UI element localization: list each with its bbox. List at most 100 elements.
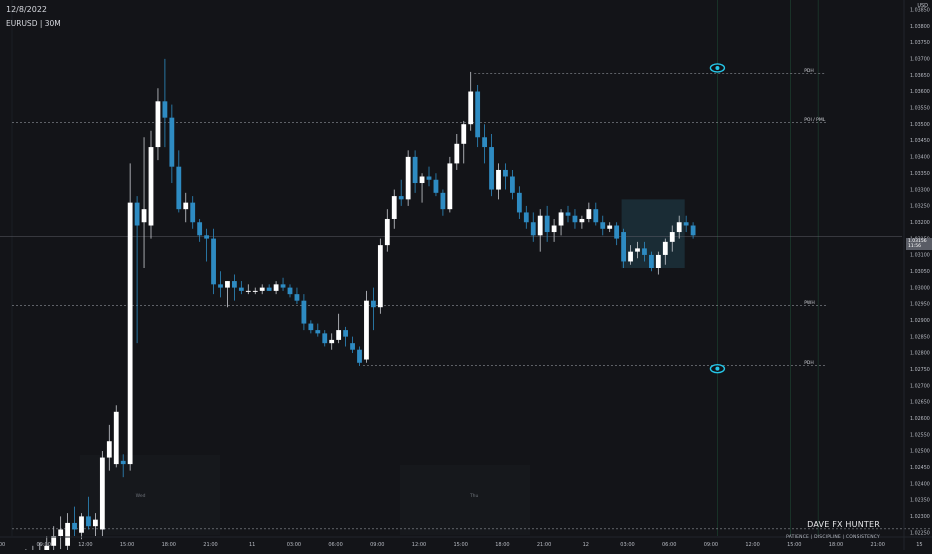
candle-body[interactable] (565, 212, 571, 216)
candle-body[interactable] (127, 202, 133, 465)
candle-body[interactable] (669, 232, 675, 242)
candle-body[interactable] (155, 101, 161, 148)
candle-body[interactable] (86, 516, 91, 527)
candle-body[interactable] (607, 225, 613, 229)
candle-body[interactable] (537, 215, 543, 236)
candle-body[interactable] (225, 281, 230, 288)
candle-body[interactable] (308, 323, 314, 331)
candle-body[interactable] (79, 516, 84, 533)
candle-body[interactable] (433, 179, 439, 193)
candle-body[interactable] (99, 457, 105, 530)
candle-body[interactable] (440, 192, 446, 210)
candle-body[interactable] (197, 222, 203, 236)
candle-body[interactable] (162, 101, 168, 118)
candle-body[interactable] (496, 169, 501, 190)
level-label: PDH (804, 68, 814, 74)
candle-body[interactable] (204, 235, 209, 239)
candle-body[interactable] (343, 330, 348, 337)
candle-body[interactable] (676, 222, 682, 233)
candle-body[interactable] (586, 209, 592, 219)
candle-body[interactable] (51, 536, 57, 546)
candle-body[interactable] (558, 212, 564, 226)
candle-body[interactable] (482, 137, 487, 148)
candle-body[interactable] (621, 232, 626, 262)
candle-body[interactable] (649, 254, 654, 268)
candle-body[interactable] (510, 176, 515, 193)
candle-body[interactable] (461, 124, 467, 144)
price-tick-label: 1.02800 (910, 351, 930, 357)
candle-body[interactable] (322, 333, 328, 344)
candle-body[interactable] (454, 143, 460, 164)
candle-body[interactable] (371, 300, 376, 308)
candle-body[interactable] (405, 156, 411, 200)
candle-body[interactable] (516, 192, 522, 213)
candle-body[interactable] (426, 176, 432, 180)
candle-body[interactable] (391, 196, 397, 219)
candle-body[interactable] (336, 330, 342, 340)
candle-body[interactable] (447, 163, 453, 210)
candle-body[interactable] (141, 209, 147, 223)
candle-body[interactable] (211, 238, 216, 285)
candle-body[interactable] (350, 343, 355, 350)
candle-body[interactable] (662, 241, 668, 255)
candle-body[interactable] (551, 225, 557, 233)
candle-body[interactable] (419, 176, 425, 184)
candle-body[interactable] (329, 339, 335, 344)
candle-body[interactable] (301, 300, 307, 324)
candle-body[interactable] (523, 212, 529, 223)
candle-body[interactable] (628, 251, 633, 262)
candle-body[interactable] (106, 441, 112, 458)
candle-body[interactable] (690, 225, 696, 236)
candle-body[interactable] (579, 218, 585, 223)
candle-body[interactable] (294, 294, 300, 301)
candle-body[interactable] (93, 519, 98, 527)
candle-body[interactable] (65, 522, 70, 546)
candle-body[interactable] (475, 91, 481, 138)
candle-body[interactable] (245, 290, 251, 292)
candle-body[interactable] (72, 522, 77, 530)
candle-body[interactable] (635, 248, 640, 252)
candle-body[interactable] (377, 245, 383, 308)
candle-body[interactable] (252, 290, 258, 292)
candle-body[interactable] (544, 215, 550, 233)
candle-body[interactable] (176, 166, 182, 210)
candle-body[interactable] (614, 225, 620, 239)
candle-body[interactable] (593, 209, 599, 223)
candle-body[interactable] (232, 281, 237, 288)
candle-body[interactable] (148, 147, 154, 226)
candle-body[interactable] (238, 287, 244, 291)
candle-body[interactable] (218, 284, 223, 288)
candle-body[interactable] (412, 156, 418, 184)
candle-body[interactable] (169, 117, 175, 167)
candle-body[interactable] (384, 218, 390, 246)
candle-body[interactable] (259, 287, 265, 291)
candle-body[interactable] (572, 215, 578, 223)
candle-body[interactable] (503, 169, 508, 177)
candle-body[interactable] (315, 330, 321, 334)
candle-body[interactable] (489, 147, 494, 190)
candle-body[interactable] (113, 411, 119, 465)
candle-body[interactable] (468, 91, 474, 125)
candle-body[interactable] (530, 222, 536, 236)
candle-body[interactable] (642, 248, 647, 255)
candle-body[interactable] (183, 202, 189, 210)
eye-icon[interactable] (709, 363, 726, 374)
candle-body[interactable] (134, 202, 140, 226)
candle-body[interactable] (398, 196, 404, 200)
candle-body[interactable] (364, 300, 369, 360)
candle-body[interactable] (683, 222, 689, 226)
candle-body[interactable] (273, 284, 279, 291)
candle-body[interactable] (58, 529, 64, 536)
candle-body[interactable] (357, 349, 362, 363)
eye-icon[interactable] (709, 63, 726, 73)
candle-body[interactable] (287, 287, 293, 295)
candle-body[interactable] (120, 460, 126, 465)
candle-body[interactable] (600, 222, 606, 229)
candle-body[interactable] (655, 254, 661, 268)
candle-body[interactable] (44, 545, 50, 553)
candle-body[interactable] (190, 202, 196, 223)
candle-body[interactable] (266, 287, 272, 291)
candle-body[interactable] (280, 284, 286, 288)
